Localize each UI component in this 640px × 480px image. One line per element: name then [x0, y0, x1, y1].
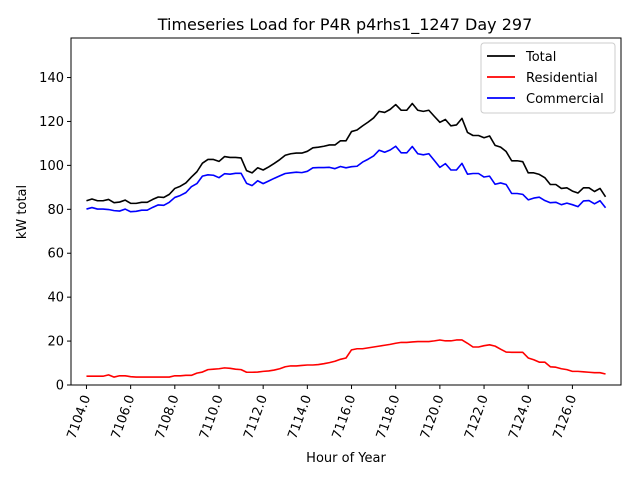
legend-label-commercial: Commercial — [526, 92, 604, 107]
y-tick-label: 20 — [47, 335, 64, 350]
series-line-total — [86, 102, 607, 205]
x-axis-label: Hour of Year — [306, 451, 386, 466]
series-line-residential — [86, 339, 606, 378]
legend-label-residential: Residential — [526, 71, 598, 86]
plot-frame — [70, 37, 622, 386]
series-lines — [86, 102, 607, 378]
y-tick-label: 100 — [39, 159, 64, 174]
legend-box — [480, 42, 616, 114]
series-line-commercial — [86, 145, 607, 213]
y-tick-label: 0 — [56, 379, 64, 394]
y-axis-ticks: 0 20 40 60 80 100 120 140 — [39, 71, 71, 394]
y-tick-label: 60 — [47, 247, 64, 262]
chart-title: Timeseries Load for P4R p4rhs1_1247 Day … — [157, 15, 533, 35]
y-axis-label: kW total — [15, 185, 30, 239]
y-tick-label: 80 — [47, 203, 64, 218]
legend-label-total: Total — [525, 50, 556, 65]
y-tick-label: 40 — [47, 291, 64, 306]
y-tick-label: 120 — [39, 115, 64, 130]
legend: Total Residential Commercial — [480, 42, 616, 114]
y-tick-label: 140 — [39, 71, 64, 86]
